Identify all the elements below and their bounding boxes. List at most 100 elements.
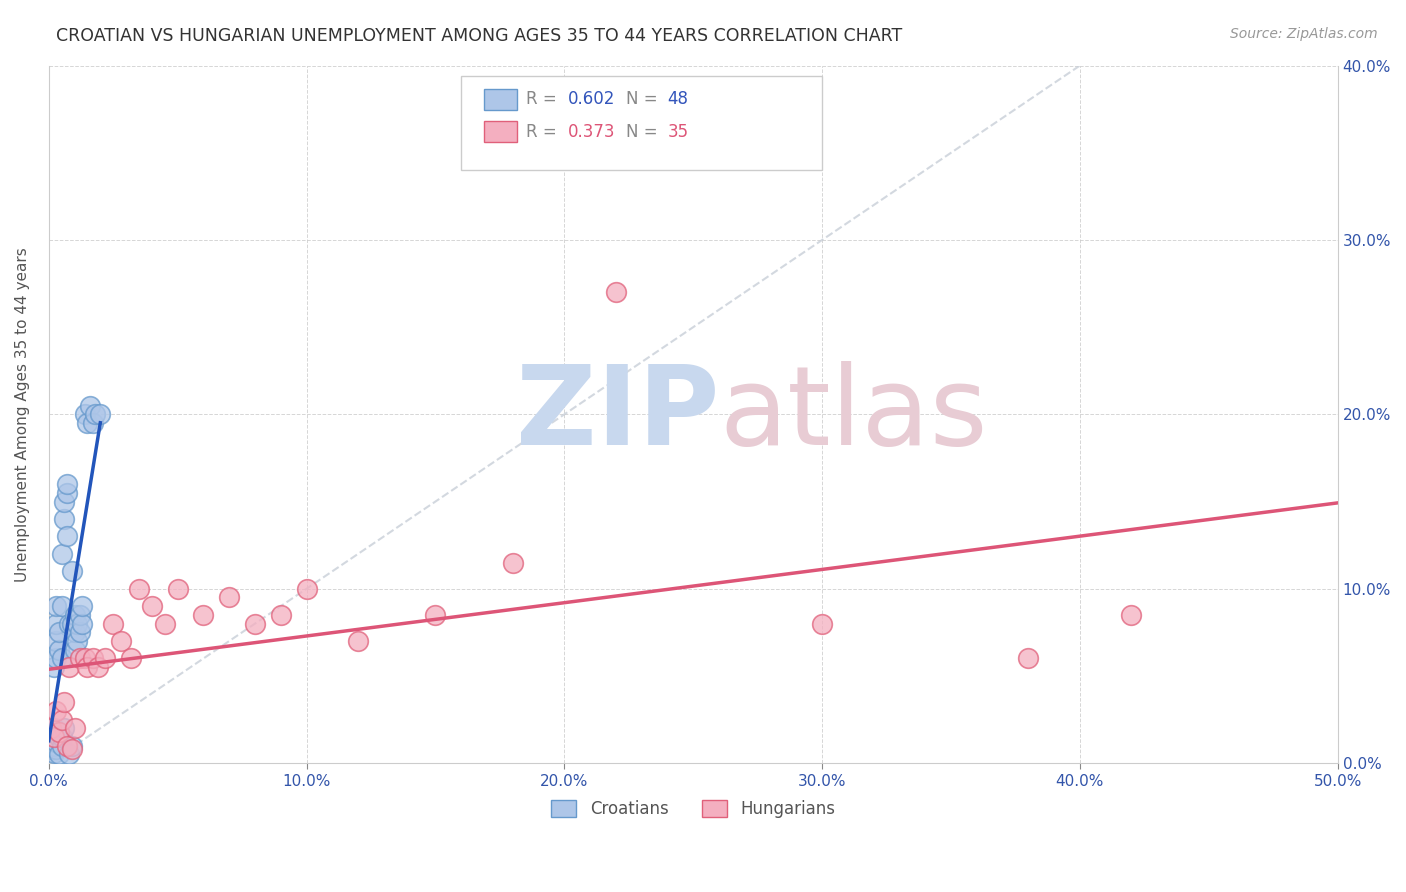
- Point: [66, 616, 89, 631]
- Point: [45, 704, 67, 718]
- Text: 35: 35: [668, 123, 689, 141]
- Point: [63, 721, 86, 735]
- Point: [51, 599, 73, 614]
- Point: [63, 642, 86, 657]
- Point: [51, 730, 73, 744]
- Point: [45, 599, 67, 614]
- Point: [502, 556, 524, 570]
- Point: [605, 285, 627, 300]
- Y-axis label: Unemployment Among Ages 35 to 44 years: Unemployment Among Ages 35 to 44 years: [15, 247, 30, 582]
- Point: [73, 651, 96, 665]
- Point: [42, 746, 65, 760]
- FancyBboxPatch shape: [485, 121, 516, 143]
- Point: [41, 735, 63, 749]
- Point: [41, 724, 63, 739]
- Point: [89, 408, 111, 422]
- Point: [128, 582, 150, 596]
- Point: [153, 616, 176, 631]
- Point: [53, 494, 76, 508]
- Point: [72, 616, 94, 631]
- Text: ZIP: ZIP: [516, 361, 718, 468]
- FancyBboxPatch shape: [485, 88, 516, 110]
- Point: [1017, 651, 1039, 665]
- Point: [347, 634, 370, 648]
- Text: N =: N =: [626, 90, 664, 108]
- Point: [218, 591, 240, 605]
- Point: [66, 634, 89, 648]
- Point: [48, 642, 70, 657]
- Point: [42, 660, 65, 674]
- Point: [42, 730, 65, 744]
- Point: [51, 547, 73, 561]
- Point: [58, 616, 80, 631]
- Point: [45, 651, 67, 665]
- Point: [270, 607, 292, 622]
- Point: [60, 739, 83, 753]
- Point: [103, 616, 125, 631]
- Point: [45, 616, 67, 631]
- Point: [45, 634, 67, 648]
- Point: [42, 721, 65, 735]
- Point: [295, 582, 318, 596]
- Point: [45, 735, 67, 749]
- Point: [76, 416, 98, 430]
- Point: [53, 512, 76, 526]
- Point: [63, 625, 86, 640]
- Point: [58, 660, 80, 674]
- Point: [110, 634, 132, 648]
- Point: [82, 416, 104, 430]
- Point: [425, 607, 447, 622]
- Point: [141, 599, 163, 614]
- Point: [51, 713, 73, 727]
- Point: [84, 408, 107, 422]
- Point: [79, 399, 101, 413]
- Text: atlas: atlas: [718, 361, 987, 468]
- Point: [41, 721, 63, 735]
- Point: [53, 695, 76, 709]
- Point: [1121, 607, 1143, 622]
- Legend: Croatians, Hungarians: Croatians, Hungarians: [544, 793, 842, 824]
- Point: [48, 730, 70, 744]
- Point: [56, 477, 79, 491]
- Point: [48, 747, 70, 762]
- Point: [56, 529, 79, 543]
- Text: CROATIAN VS HUNGARIAN UNEMPLOYMENT AMONG AGES 35 TO 44 YEARS CORRELATION CHART: CROATIAN VS HUNGARIAN UNEMPLOYMENT AMONG…: [56, 27, 903, 45]
- Text: R =: R =: [526, 123, 561, 141]
- Point: [76, 660, 98, 674]
- Point: [56, 486, 79, 500]
- Point: [53, 721, 76, 735]
- Point: [56, 739, 79, 753]
- Point: [811, 616, 834, 631]
- Point: [193, 607, 215, 622]
- Point: [60, 564, 83, 578]
- Text: 0.373: 0.373: [568, 123, 616, 141]
- Text: 48: 48: [668, 90, 689, 108]
- FancyBboxPatch shape: [461, 76, 823, 170]
- Point: [42, 739, 65, 753]
- Point: [87, 660, 110, 674]
- Text: Source: ZipAtlas.com: Source: ZipAtlas.com: [1230, 27, 1378, 41]
- Point: [48, 625, 70, 640]
- Point: [45, 742, 67, 756]
- Text: 0.602: 0.602: [568, 90, 616, 108]
- Point: [69, 651, 91, 665]
- Point: [69, 625, 91, 640]
- Point: [58, 747, 80, 762]
- Point: [60, 616, 83, 631]
- Point: [243, 616, 266, 631]
- Point: [48, 724, 70, 739]
- Point: [166, 582, 188, 596]
- Point: [82, 651, 104, 665]
- Point: [51, 739, 73, 753]
- Point: [94, 651, 117, 665]
- Point: [41, 742, 63, 756]
- Text: N =: N =: [626, 123, 664, 141]
- Point: [69, 607, 91, 622]
- Point: [120, 651, 142, 665]
- Point: [73, 408, 96, 422]
- Point: [63, 607, 86, 622]
- Point: [72, 599, 94, 614]
- Point: [60, 742, 83, 756]
- Point: [51, 651, 73, 665]
- Text: R =: R =: [526, 90, 561, 108]
